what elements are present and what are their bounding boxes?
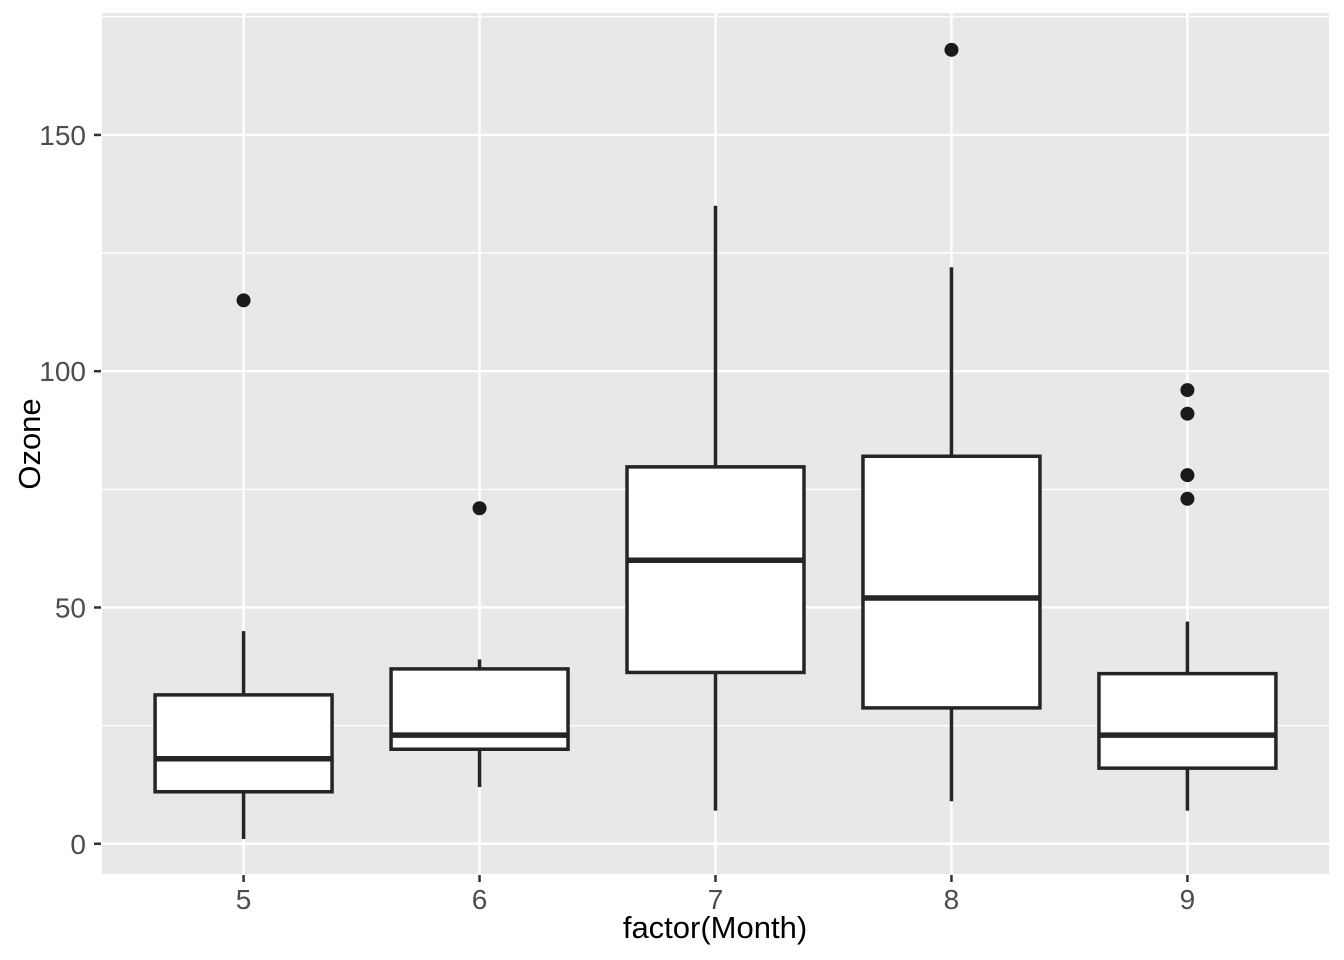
iqr-box <box>1097 671 1278 770</box>
axis-layer: 0 50 100 150 5 6 7 8 9 <box>39 120 1195 915</box>
box-month-5 <box>153 293 334 840</box>
box-month-6 <box>389 501 570 788</box>
x-tick-label-7: 7 <box>708 884 724 915</box>
y-axis-title: Ozone <box>12 398 47 489</box>
outlier-point-73 <box>1180 491 1195 506</box>
x-tick-label-9: 9 <box>1180 884 1196 915</box>
outlier-point-168 <box>944 42 959 57</box>
y-tick-label-0: 0 <box>70 829 86 860</box>
outlier-point-115 <box>236 293 251 308</box>
outlier-point-78 <box>1180 468 1195 483</box>
x-tick-label-8: 8 <box>944 884 960 915</box>
outlier-point-71 <box>472 501 487 516</box>
box-month-9 <box>1097 383 1278 811</box>
y-tick-label-100: 100 <box>39 356 86 387</box>
x-tick-label-5: 5 <box>236 884 252 915</box>
outlier-point-91 <box>1180 406 1195 421</box>
iqr-box <box>861 454 1042 710</box>
outlier-point-96 <box>1180 383 1195 398</box>
y-tick-label-50: 50 <box>55 592 86 623</box>
boxplot-layer <box>153 42 1278 840</box>
iqr-box <box>625 465 806 675</box>
x-axis-title: factor(Month) <box>623 910 807 945</box>
y-tick-label-150: 150 <box>39 120 86 151</box>
box-month-8 <box>861 42 1042 802</box>
x-tick-label-6: 6 <box>472 884 488 915</box>
box-month-7 <box>625 205 806 811</box>
iqr-box <box>153 693 334 794</box>
